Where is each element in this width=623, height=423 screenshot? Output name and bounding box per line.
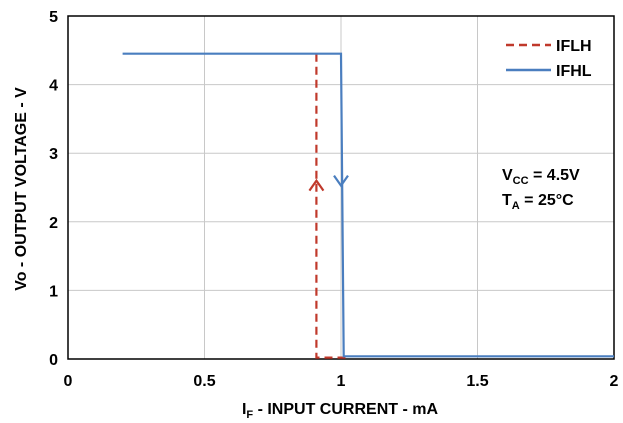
annotation-vcc: VCC = 4.5V — [502, 167, 580, 187]
annotation-ta: TA = 25°C — [502, 192, 574, 212]
legend: IFLH IFHL — [506, 38, 592, 80]
x-tick-label: 0.5 — [193, 373, 215, 390]
plot-frame — [67, 15, 615, 360]
x-tick-label: 0 — [64, 373, 73, 390]
direction-arrow-iflh — [308, 178, 325, 192]
x-tick-label: 1 — [337, 373, 346, 390]
y-tick-label: 2 — [49, 215, 58, 232]
series-layer — [122, 52, 614, 359]
legend-label-iflh: IFLH — [556, 38, 592, 55]
x-axis-label: IF - INPUT CURRENT - mA — [242, 401, 439, 421]
y-tick-label: 4 — [49, 78, 58, 95]
x-tick-label: 1.5 — [466, 373, 488, 390]
y-tick-label: 1 — [49, 283, 58, 300]
y-tick-labels: 0 1 2 3 4 5 — [49, 9, 58, 369]
x-tick-labels: 0 0.5 1 1.5 2 — [64, 373, 619, 390]
series-line-iflh — [315, 53, 347, 359]
y-tick-label: 5 — [49, 9, 58, 26]
series-line-ifhl — [122, 52, 614, 358]
direction-arrow-ifhl — [333, 175, 349, 188]
y-tick-label: 0 — [49, 352, 58, 369]
y-tick-label: 3 — [49, 146, 58, 163]
legend-label-ifhl: IFHL — [556, 63, 592, 80]
x-tick-label: 2 — [610, 373, 619, 390]
y-axis-label: Vo - OUTPUT VOLTAGE - V — [13, 87, 30, 291]
